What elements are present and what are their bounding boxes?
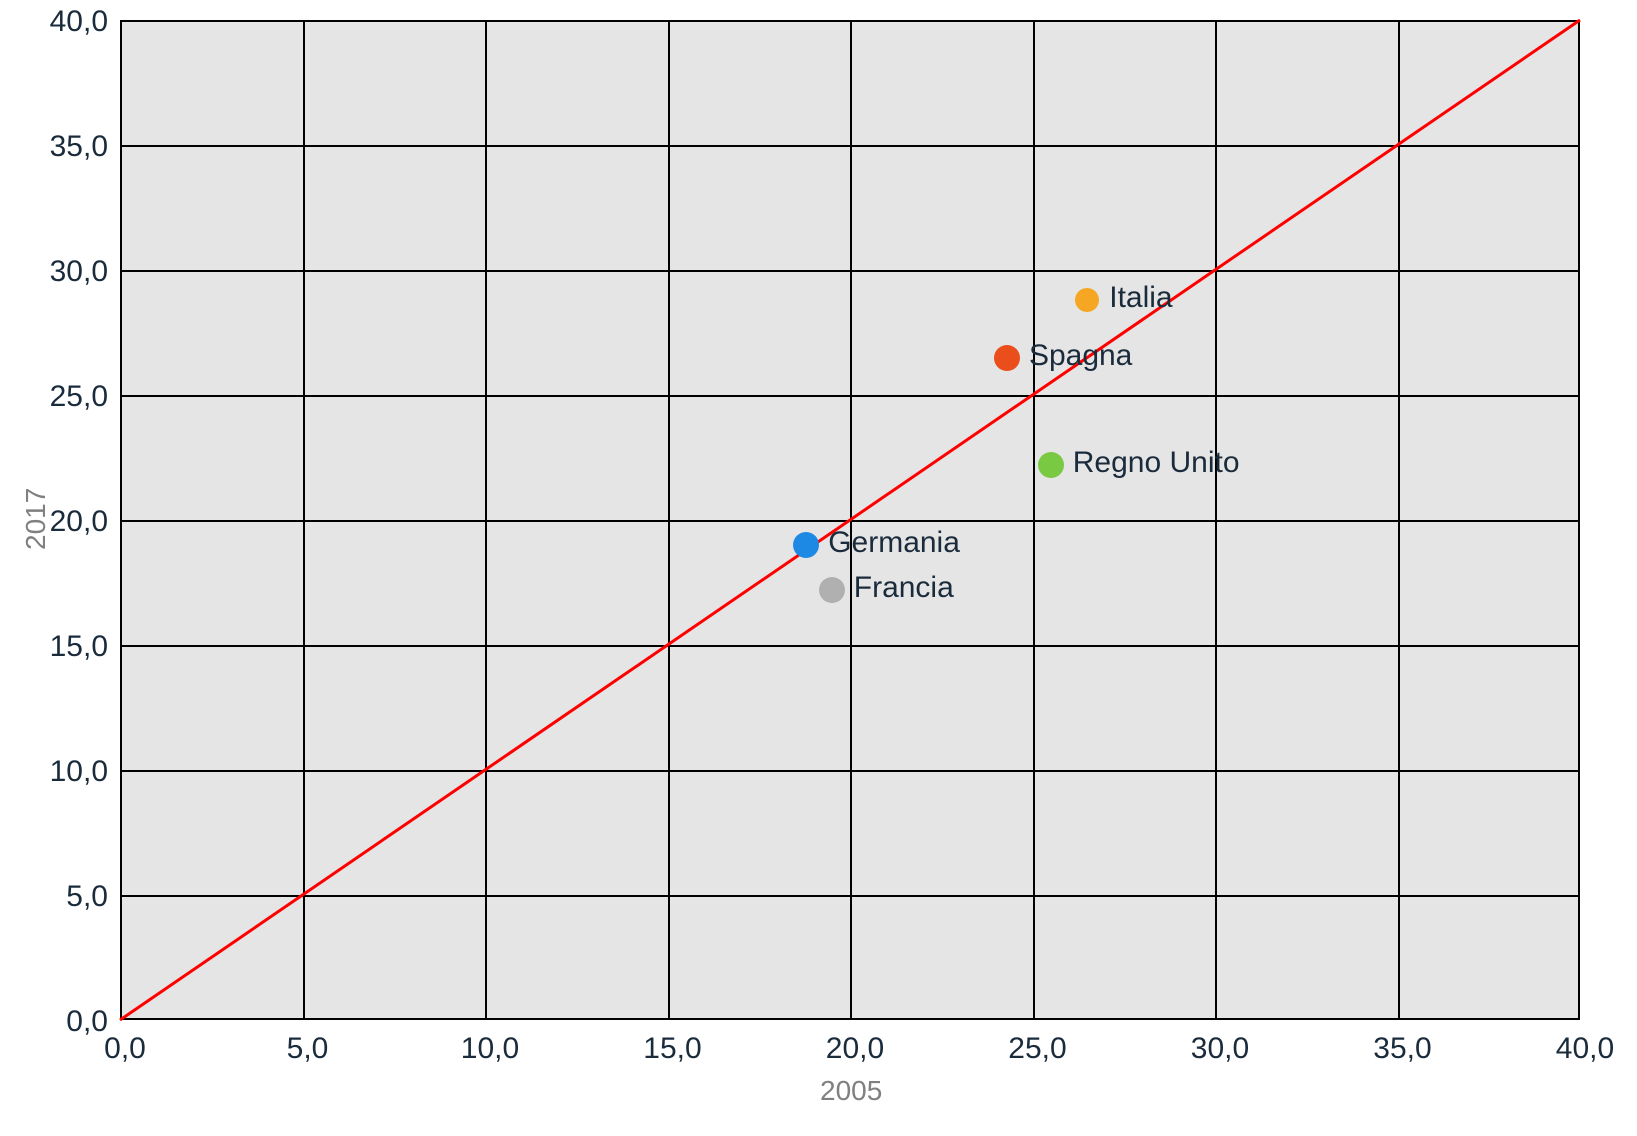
point-spagna bbox=[994, 345, 1020, 371]
y-tick-label: 40,0 bbox=[50, 5, 108, 39]
x-tick-label: 15,0 bbox=[638, 1032, 708, 1066]
point-label-italia: Italia bbox=[1109, 281, 1172, 315]
x-tick-label: 40,0 bbox=[1550, 1032, 1620, 1066]
y-tick-label: 30,0 bbox=[50, 255, 108, 289]
point-italia bbox=[1075, 288, 1099, 312]
point-label-spagna: Spagna bbox=[1029, 339, 1132, 373]
point-regno-unito bbox=[1038, 452, 1064, 478]
point-label-germania: Germania bbox=[828, 526, 960, 560]
point-francia bbox=[819, 577, 845, 603]
x-tick-label: 20,0 bbox=[820, 1032, 890, 1066]
y-tick-label: 35,0 bbox=[50, 130, 108, 164]
reference-line bbox=[120, 20, 1580, 1020]
y-tick-label: 5,0 bbox=[66, 880, 108, 914]
y-axis-label: 2017 bbox=[20, 488, 52, 550]
x-tick-label: 0,0 bbox=[90, 1032, 160, 1066]
plot-area: ItaliaSpagnaRegno UnitoGermaniaFrancia0,… bbox=[120, 20, 1580, 1020]
x-axis-label: 2005 bbox=[820, 1075, 882, 1107]
x-tick-label: 30,0 bbox=[1185, 1032, 1255, 1066]
point-label-francia: Francia bbox=[854, 571, 954, 605]
point-label-regno-unito: Regno Unito bbox=[1073, 446, 1240, 480]
y-tick-label: 10,0 bbox=[50, 755, 108, 789]
scatter-chart: Italia Spagna Regno Unito Germania Francia 0,… bbox=[60, 20, 1600, 1080]
x-tick-label: 5,0 bbox=[273, 1032, 343, 1066]
x-tick-label: 35,0 bbox=[1368, 1032, 1438, 1066]
x-tick-label: 25,0 bbox=[1003, 1032, 1073, 1066]
y-tick-label: 15,0 bbox=[50, 630, 108, 664]
point-germania bbox=[793, 532, 819, 558]
y-tick-label: 25,0 bbox=[50, 380, 108, 414]
reference-line-svg bbox=[120, 20, 1580, 1020]
x-tick-label: 10,0 bbox=[455, 1032, 525, 1066]
y-tick-label: 20,0 bbox=[50, 505, 108, 539]
